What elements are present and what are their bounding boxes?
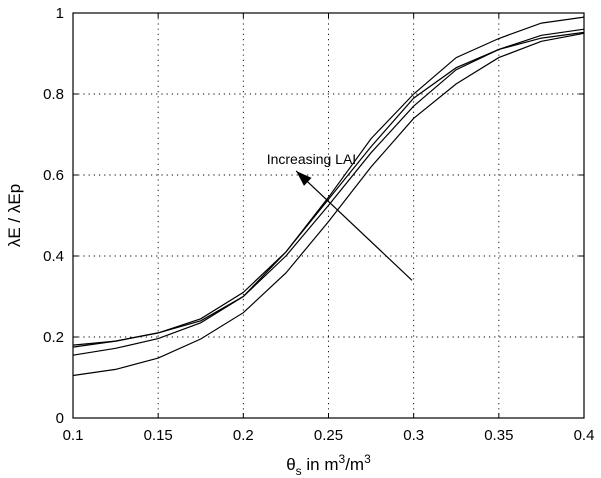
x-axis-title-superscript-2: 3 (364, 452, 371, 466)
x-axis-title-superscript-1: 3 (339, 452, 346, 466)
annotation-arrowhead (296, 170, 312, 186)
x-axis-title-text-2: /m (345, 455, 364, 474)
y-axis-title: λE / λEp (5, 184, 24, 247)
series-line-4 (72, 16, 585, 346)
y-tick-label: 0 (56, 410, 64, 427)
x-tick-label: 0.1 (63, 427, 84, 444)
y-tick-label: 0.8 (43, 86, 64, 103)
y-tick-label: 0.2 (43, 329, 64, 346)
x-axis-title: θs in m3/m3 (286, 452, 371, 478)
x-tick-label: 0.25 (314, 427, 343, 444)
annotation-arrow (295, 170, 413, 281)
x-tick-label: 0.3 (403, 427, 424, 444)
series-line-2 (72, 28, 585, 356)
x-axis-title-theta: θ (286, 455, 295, 474)
annotation-label: Increasing LAI (267, 151, 357, 167)
grid-lines (73, 13, 584, 418)
series-line-1 (72, 32, 585, 377)
y-tick-labels: 0 0.2 0.4 0.6 0.8 1 (43, 5, 64, 427)
annotation: Increasing LAI (267, 151, 413, 281)
x-tick-label: 0.15 (144, 427, 173, 444)
x-tick-label: 0.35 (484, 427, 513, 444)
x-tick-label: 0.4 (574, 427, 595, 444)
x-tick-label: 0.2 (233, 427, 254, 444)
x-axis-title-subscript: s (296, 464, 302, 478)
x-tick-labels: 0.1 0.15 0.2 0.25 0.3 0.35 0.4 (63, 427, 595, 444)
x-axis-title-text-1: in m (302, 455, 339, 474)
series-lines (72, 16, 585, 377)
y-tick-label: 0.4 (43, 248, 64, 265)
y-tick-label: 0.6 (43, 167, 64, 184)
y-tick-label: 1 (56, 5, 64, 22)
axis-ticks (72, 12, 585, 419)
